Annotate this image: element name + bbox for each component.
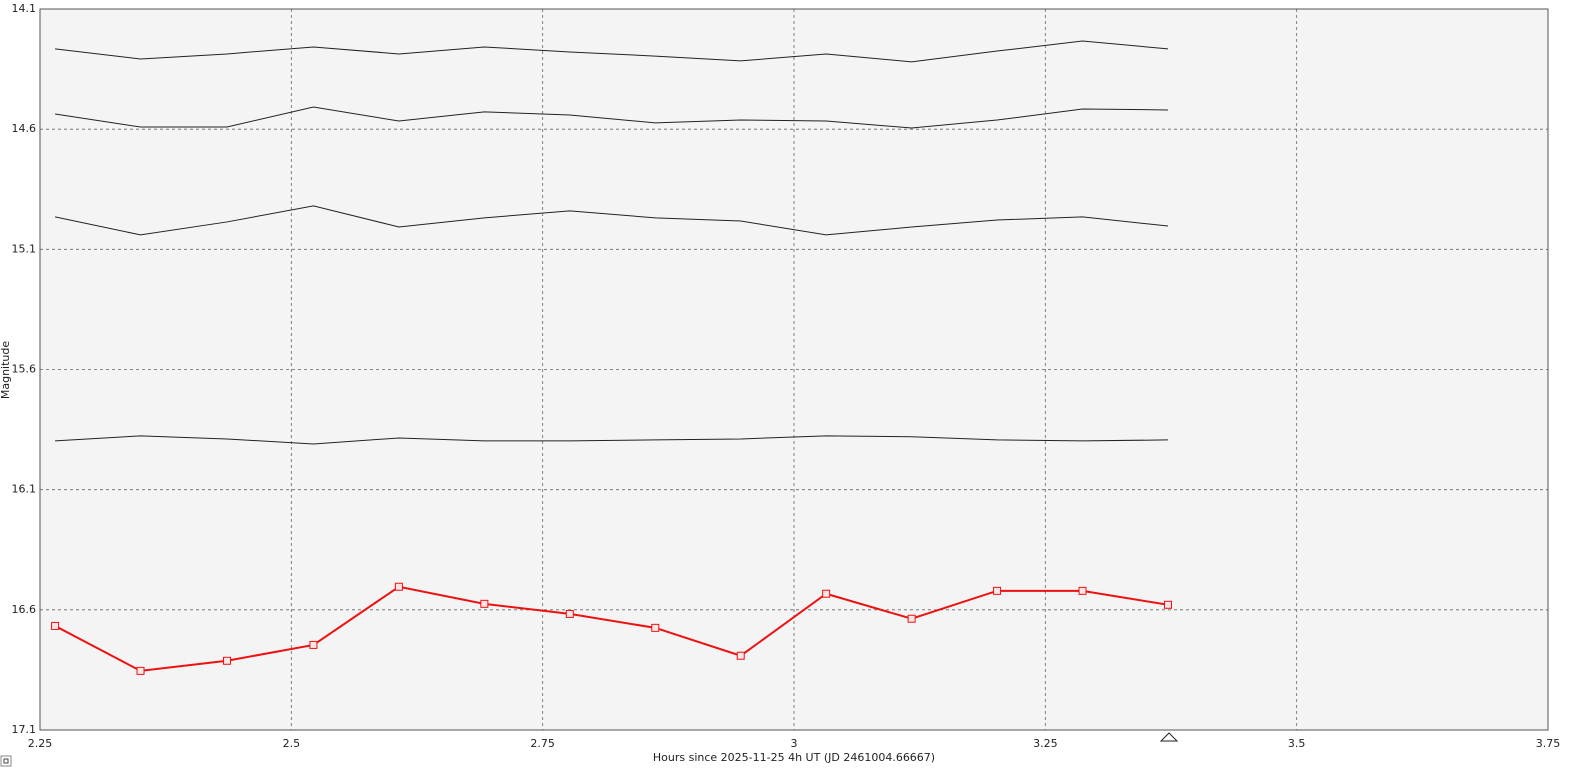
y-tick-label: 15.1 xyxy=(12,242,37,255)
y-tick-label: 16.1 xyxy=(12,483,37,496)
point-marker xyxy=(309,640,318,649)
point-marker xyxy=(907,614,916,623)
series-line xyxy=(54,585,1169,672)
point-marker xyxy=(736,651,745,660)
point-marker xyxy=(651,623,660,632)
x-tick-label: 2.75 xyxy=(530,737,555,750)
x-tick-label: 2.5 xyxy=(283,737,301,750)
point-marker xyxy=(51,621,60,630)
point-marker xyxy=(1078,586,1087,595)
y-tick-label: 14.1 xyxy=(12,2,37,15)
series-line xyxy=(55,106,1168,129)
x-tick-label: 2.25 xyxy=(28,737,53,750)
corner-button[interactable] xyxy=(0,755,12,767)
y-axis-title: Magnitude xyxy=(0,341,12,400)
series-line xyxy=(54,205,1169,236)
corner-button-icon xyxy=(3,758,9,764)
point-marker xyxy=(222,656,231,665)
point-marker xyxy=(565,609,574,618)
x-tick-label: 3 xyxy=(791,737,798,750)
x-tick-label: 3.25 xyxy=(1033,737,1058,750)
y-tick-label: 16.6 xyxy=(12,603,37,616)
point-marker xyxy=(993,586,1002,595)
plot-border xyxy=(39,8,1549,731)
point-marker xyxy=(480,599,489,608)
x-axis-title: Hours since 2025-11-25 4h UT (JD 2461004… xyxy=(653,751,935,764)
series-line xyxy=(55,435,1168,445)
cursor-marker xyxy=(1159,732,1179,742)
y-tick-label: 17.1 xyxy=(12,723,37,736)
y-tick-label: 15.6 xyxy=(12,363,37,376)
point-marker xyxy=(1163,600,1172,609)
point-marker xyxy=(822,589,831,598)
y-tick-label: 14.6 xyxy=(12,122,37,135)
x-tick-label: 3.5 xyxy=(1288,737,1306,750)
point-marker xyxy=(136,666,145,675)
series-line xyxy=(55,40,1169,63)
x-tick-label: 3.75 xyxy=(1536,737,1561,750)
point-marker xyxy=(394,582,403,591)
